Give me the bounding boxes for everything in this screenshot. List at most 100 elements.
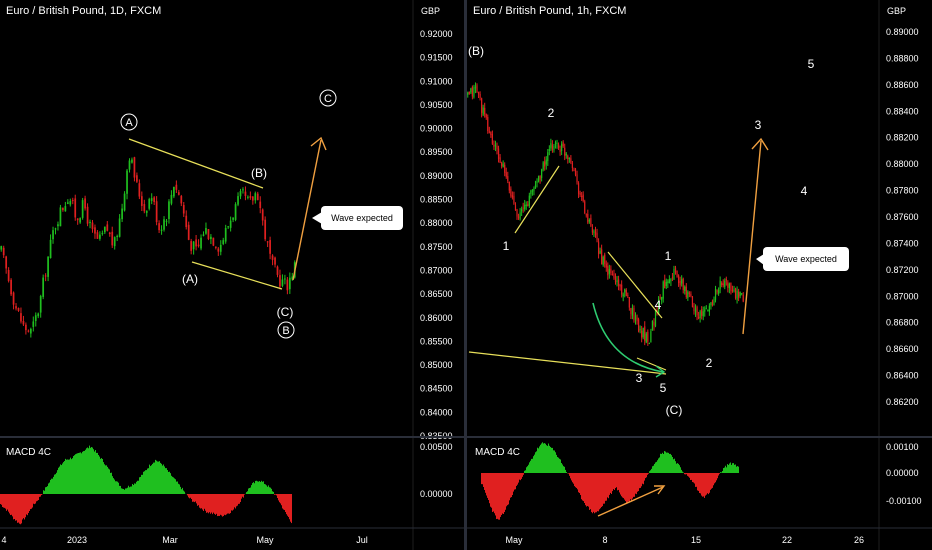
macd-bar bbox=[20, 494, 21, 525]
right-wave-B-paren: (B) bbox=[468, 44, 484, 58]
macd-bar bbox=[510, 473, 511, 498]
macd-bar bbox=[258, 481, 259, 494]
candle-body bbox=[234, 204, 237, 220]
macd-bar bbox=[509, 473, 510, 501]
macd-bar bbox=[36, 494, 37, 502]
macd-bar bbox=[560, 459, 561, 473]
macd-bar bbox=[214, 494, 215, 514]
macd-bar bbox=[8, 494, 9, 512]
candle-body bbox=[662, 281, 664, 299]
macd-bar bbox=[572, 473, 573, 483]
candle-body bbox=[534, 184, 537, 189]
candle-body bbox=[227, 226, 230, 228]
price-tick-label: 0.87200 bbox=[886, 265, 919, 275]
candle-body bbox=[564, 147, 566, 156]
candle-body bbox=[621, 284, 623, 295]
candle-body bbox=[584, 201, 586, 213]
macd-bar bbox=[266, 485, 267, 494]
macd-bar bbox=[593, 473, 594, 512]
candle-body bbox=[554, 142, 557, 145]
macd-bar bbox=[579, 473, 580, 494]
macd-bar bbox=[175, 479, 176, 494]
left-projection-arrow bbox=[292, 139, 322, 281]
macd-bar bbox=[558, 457, 559, 473]
candle-body bbox=[676, 270, 678, 277]
macd-bar bbox=[738, 466, 739, 473]
macd-bar bbox=[582, 473, 583, 501]
macd-bar bbox=[160, 462, 161, 494]
candle-body bbox=[499, 157, 501, 163]
macd-bar bbox=[624, 473, 625, 500]
candle-body bbox=[160, 229, 163, 231]
price-tick-label: 0.84500 bbox=[420, 384, 453, 394]
candle-body bbox=[585, 214, 587, 216]
macd-bar bbox=[180, 486, 181, 494]
macd-bar bbox=[147, 468, 148, 494]
candle-body bbox=[84, 198, 86, 209]
macd-bar bbox=[589, 473, 590, 510]
candle-body bbox=[607, 266, 609, 276]
left-wave-B-circle bbox=[277, 321, 295, 339]
macd-bar bbox=[91, 446, 92, 494]
macd-bar bbox=[577, 473, 578, 490]
macd-bar bbox=[663, 453, 664, 473]
candle-body bbox=[510, 188, 512, 196]
candle-body bbox=[34, 315, 37, 322]
macd-bar bbox=[685, 473, 686, 475]
macd-bar bbox=[539, 446, 540, 473]
candle-body bbox=[551, 144, 554, 150]
macd-bar bbox=[550, 446, 551, 473]
macd-bar bbox=[484, 473, 485, 490]
macd-bar bbox=[698, 473, 699, 491]
macd-bar bbox=[108, 468, 109, 494]
macd-bar bbox=[659, 457, 660, 473]
candle-body bbox=[519, 212, 521, 220]
right-wave1-trendline bbox=[514, 165, 560, 234]
macd-bar bbox=[72, 458, 73, 494]
macd-bar bbox=[603, 473, 604, 504]
macd-bar bbox=[527, 466, 528, 473]
candle-body bbox=[254, 193, 257, 201]
macd-bar bbox=[714, 473, 715, 484]
candle-body bbox=[54, 228, 57, 230]
time-tick-label: 26 bbox=[854, 535, 864, 545]
candle-body bbox=[608, 269, 610, 274]
candle-body bbox=[64, 206, 67, 212]
candle-body bbox=[561, 143, 563, 152]
macd-bar bbox=[19, 494, 20, 524]
macd-bar bbox=[627, 473, 628, 504]
macd-bar bbox=[90, 447, 91, 494]
left-wave-A-label: A bbox=[125, 117, 133, 129]
candle-body bbox=[544, 161, 546, 167]
candle-body bbox=[471, 86, 473, 97]
candle-body bbox=[22, 321, 25, 325]
candle-body bbox=[616, 280, 618, 283]
macd-bar bbox=[2, 494, 3, 508]
macd-bar bbox=[682, 471, 683, 473]
candle-body bbox=[708, 305, 710, 312]
left-wave-C-paren: (C) bbox=[277, 305, 294, 319]
candle-body bbox=[266, 241, 269, 243]
macd-bar bbox=[607, 473, 608, 498]
candle-body bbox=[99, 234, 101, 239]
candle-body bbox=[548, 149, 550, 151]
macd-bar bbox=[670, 453, 671, 473]
macd-bar bbox=[41, 494, 42, 496]
macd-bar bbox=[138, 480, 139, 494]
candle-body bbox=[704, 309, 706, 312]
macd-bar bbox=[606, 473, 607, 501]
macd-bar bbox=[501, 473, 502, 516]
candle-body bbox=[286, 279, 289, 291]
macd-bar bbox=[3, 494, 4, 508]
candle-body bbox=[599, 250, 601, 254]
candle-body bbox=[659, 297, 661, 299]
macd-bar bbox=[273, 491, 274, 494]
macd-bar bbox=[22, 494, 23, 520]
macd-bar bbox=[51, 478, 52, 494]
macd-bar bbox=[585, 473, 586, 506]
macd-bar bbox=[60, 464, 61, 494]
candle-body bbox=[513, 195, 515, 204]
macd-bar bbox=[253, 482, 254, 494]
macd-bar bbox=[219, 494, 220, 516]
macd-bar bbox=[106, 465, 107, 494]
